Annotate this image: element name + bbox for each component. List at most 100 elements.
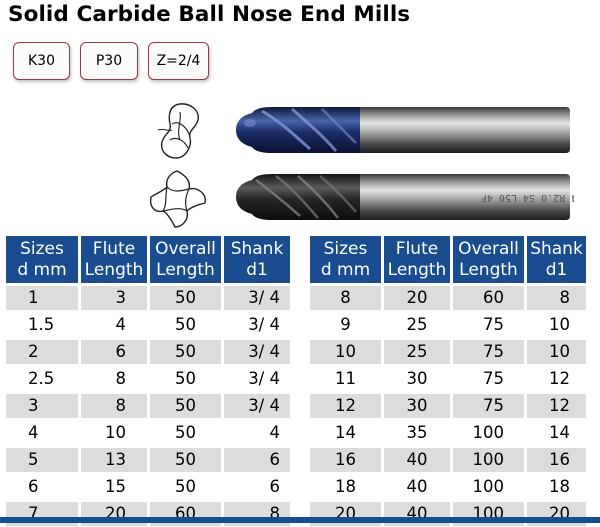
page-title: Solid Carbide Ball Nose End Mills	[8, 2, 411, 27]
two-flute-cross-section-icon	[157, 103, 199, 159]
table-row: 2 6 50 3/ 4	[6, 337, 290, 364]
size-table-left: Sizes d mm Flute Length Overall Length Shan…	[3, 233, 293, 526]
cell-size: 16	[310, 445, 381, 472]
cell-overall-length: 50	[150, 283, 221, 310]
cell-overall-length: 100	[453, 418, 524, 445]
cell-size: 5	[6, 445, 78, 472]
cell-flute-length: 15	[81, 472, 147, 499]
table-row: 12 30 75 12	[310, 391, 586, 418]
table-row: 3 8 50 3/ 4	[6, 391, 290, 418]
cell-shank: 12	[527, 364, 586, 391]
four-flute-cross-section-icon	[149, 170, 206, 228]
table-row: 16 40 100 16	[310, 445, 586, 472]
bottom-divider-bar	[0, 517, 600, 523]
cell-shank: 3/ 4	[224, 337, 290, 364]
cell-flute-length: 25	[384, 337, 450, 364]
table-row: 6 15 50 6	[6, 472, 290, 499]
cell-size: 6	[6, 472, 78, 499]
cell-shank: 6	[224, 445, 290, 472]
cell-overall-length: 100	[453, 445, 524, 472]
table-header-row: Sizes d mm Flute Length Overall Length Shan…	[310, 233, 586, 283]
cell-overall-length: 50	[150, 391, 221, 418]
cell-flute-length: 13	[81, 445, 147, 472]
cell-flute-length: 40	[384, 472, 450, 499]
cell-flute-length: 4	[81, 310, 147, 337]
table-row: 18 40 100 18	[310, 472, 586, 499]
cell-shank: 3/ 4	[224, 391, 290, 418]
cell-size: 12	[310, 391, 381, 418]
table-row: 9 25 75 10	[310, 310, 586, 337]
table-row: 4 10 50 4	[6, 418, 290, 445]
cell-overall-length: 75	[453, 391, 524, 418]
cell-size: 11	[310, 364, 381, 391]
grade-badge-k30: K30	[13, 42, 70, 80]
cell-flute-length: 3	[81, 283, 147, 310]
cell-flute-length: 30	[384, 391, 450, 418]
cell-size: 4	[6, 418, 78, 445]
table-row: 1.5 4 50 3/ 4	[6, 310, 290, 337]
cell-overall-length: 75	[453, 310, 524, 337]
cell-size: 9	[310, 310, 381, 337]
table-header-row: Sizes d mm Flute Length Overall Length Shan…	[6, 233, 290, 283]
cell-overall-length: 100	[453, 472, 524, 499]
cell-shank: 8	[527, 283, 586, 310]
cell-size: 2	[6, 337, 78, 364]
cell-overall-length: 50	[150, 418, 221, 445]
cell-flute-length: 20	[384, 283, 450, 310]
header-flute-length: Flute Length	[81, 233, 147, 283]
cell-flute-length: 40	[384, 445, 450, 472]
cell-shank: 14	[527, 418, 586, 445]
cell-flute-length: 35	[384, 418, 450, 445]
cell-overall-length: 60	[453, 283, 524, 310]
cell-shank: 4	[224, 418, 290, 445]
table-row: 11 30 75 12	[310, 364, 586, 391]
cell-flute-length: 25	[384, 310, 450, 337]
flute-count-badge: Z=2/4	[148, 42, 209, 80]
table-row: 1 3 50 3/ 4	[6, 283, 290, 310]
table-row: 14 35 100 14	[310, 418, 586, 445]
two-flute-end-mill-image	[236, 107, 570, 153]
header-overall-length: Overall Length	[150, 233, 221, 283]
header-shank: Shank d1	[224, 233, 290, 283]
cell-size: 10	[310, 337, 381, 364]
cell-shank: 16	[527, 445, 586, 472]
cell-flute-length: 10	[81, 418, 147, 445]
cell-overall-length: 50	[150, 445, 221, 472]
cell-flute-length: 8	[81, 364, 147, 391]
cell-overall-length: 75	[453, 364, 524, 391]
cell-shank: 10	[527, 337, 586, 364]
cell-overall-length: 75	[453, 337, 524, 364]
cell-shank: 3/ 4	[224, 364, 290, 391]
cell-shank: 18	[527, 472, 586, 499]
header-shank: Shank d1	[527, 233, 586, 283]
cell-overall-length: 50	[150, 337, 221, 364]
table-row: 10 25 75 10	[310, 337, 586, 364]
cell-size: 1	[6, 283, 78, 310]
cell-size: 8	[310, 283, 381, 310]
header-overall-length: Overall Length	[453, 233, 524, 283]
four-flute-end-mill-image: Ø4 R2.0 S4 L50 4F	[236, 174, 574, 220]
cell-size: 18	[310, 472, 381, 499]
table-row: 5 13 50 6	[6, 445, 290, 472]
cell-overall-length: 50	[150, 472, 221, 499]
header-sizes: Sizes d mm	[310, 233, 381, 283]
cell-size: 1.5	[6, 310, 78, 337]
header-flute-length: Flute Length	[384, 233, 450, 283]
table-row: 2.5 8 50 3/ 4	[6, 364, 290, 391]
grade-badge-p30: P30	[80, 42, 138, 80]
cell-size: 14	[310, 418, 381, 445]
cell-size: 2.5	[6, 364, 78, 391]
cell-flute-length: 6	[81, 337, 147, 364]
cell-shank: 6	[224, 472, 290, 499]
header-sizes: Sizes d mm	[6, 233, 78, 283]
cell-shank: 10	[527, 310, 586, 337]
cell-flute-length: 30	[384, 364, 450, 391]
cell-shank: 3/ 4	[224, 283, 290, 310]
cell-flute-length: 8	[81, 391, 147, 418]
size-table-right: Sizes d mm Flute Length Overall Length Shan…	[307, 233, 589, 526]
cell-size: 3	[6, 391, 78, 418]
cell-overall-length: 50	[150, 310, 221, 337]
cell-overall-length: 50	[150, 364, 221, 391]
tool-marking-text: Ø4 R2.0 S4 L50 4F	[481, 192, 574, 204]
table-row: 8 20 60 8	[310, 283, 586, 310]
